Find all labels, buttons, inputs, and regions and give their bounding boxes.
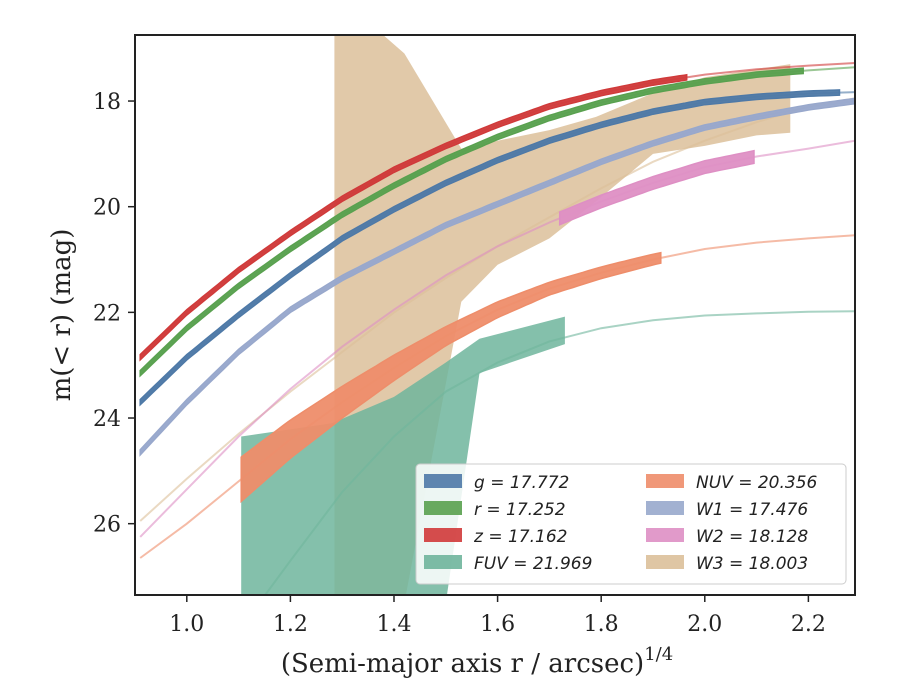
data-band-w1 <box>139 97 855 457</box>
legend-swatch-w2 <box>646 528 684 542</box>
x-tick-label: 1.6 <box>480 612 515 637</box>
y-tick-label: 26 <box>93 513 121 538</box>
legend-swatch-fuv <box>424 555 462 569</box>
band-fuv <box>241 316 565 595</box>
model-line-fuv <box>263 310 855 595</box>
legend-swatch-w1 <box>646 501 684 515</box>
legend: g = 17.772 r = 17.252 z = 17.162 FUV = 21.9… <box>415 463 847 585</box>
data-band-w2 <box>558 149 755 226</box>
x-tick-label: 1.8 <box>584 612 619 637</box>
x-axis-label: (Semi-major axis r / arcsec)1/4 <box>281 644 673 679</box>
x-axis-label-text: (Semi-major axis r / arcsec) <box>281 649 644 679</box>
legend-label-r: r = 17.252 <box>474 500 566 520</box>
legend-label-w1: W1 = 17.476 <box>696 500 808 520</box>
x-tick-label: 1.4 <box>376 612 411 637</box>
legend-label-fuv: FUV = 21.969 <box>474 554 592 574</box>
data-band-g <box>139 89 841 407</box>
legend-swatch-z <box>424 528 462 542</box>
x-tick-label: 1.2 <box>273 612 308 637</box>
data-band-r <box>139 67 804 378</box>
y-tick-label: 22 <box>93 301 121 326</box>
y-tick-label: 24 <box>93 407 121 432</box>
legend-swatch-w3 <box>646 555 684 569</box>
x-tick-label: 2.0 <box>687 612 722 637</box>
y-axis-label: m(< r) (mag) <box>47 229 77 402</box>
plot-area <box>139 35 855 595</box>
y-tick-label: 20 <box>93 196 121 221</box>
legend-swatch-nuv <box>646 474 684 488</box>
band-w3 <box>334 35 791 595</box>
axis-ticks: 1.0 1.2 1.4 1.6 1.8 2.0 2.2 18 20 22 24 26 <box>93 90 826 637</box>
x-tick-label: 1.0 <box>169 612 204 637</box>
legend-label-g: g = 17.772 <box>474 473 569 493</box>
legend-swatch-r <box>424 501 462 515</box>
legend-box <box>415 463 847 585</box>
data-band-z <box>139 73 688 362</box>
y-tick-label: 18 <box>93 90 121 115</box>
legend-label-w3: W3 = 18.003 <box>696 554 808 574</box>
legend-label-w2: W2 = 18.128 <box>696 527 808 547</box>
legend-swatch-g <box>424 474 462 488</box>
plot-frame <box>134 34 856 596</box>
x-axis-label-exponent: 1/4 <box>644 644 673 665</box>
legend-label-nuv: NUV = 20.356 <box>696 473 818 493</box>
legend-label-z: z = 17.162 <box>473 527 567 547</box>
x-tick-label: 2.2 <box>791 612 826 637</box>
data-band-nuv <box>240 251 662 504</box>
